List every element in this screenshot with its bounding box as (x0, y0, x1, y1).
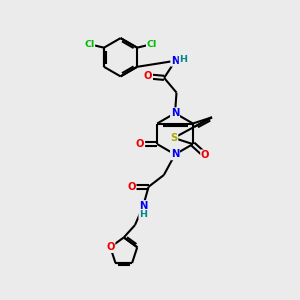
Text: Cl: Cl (147, 40, 157, 49)
Text: Cl: Cl (84, 40, 94, 49)
Text: O: O (201, 150, 209, 160)
Text: H: H (180, 55, 188, 64)
Text: S: S (170, 133, 178, 143)
Text: N: N (171, 56, 179, 66)
Text: N: N (139, 201, 147, 211)
Text: N: N (171, 149, 179, 159)
Text: N: N (171, 108, 179, 118)
Text: H: H (139, 210, 147, 219)
Text: O: O (144, 71, 152, 81)
Text: O: O (136, 139, 144, 149)
Text: O: O (127, 182, 136, 192)
Text: O: O (106, 242, 115, 252)
